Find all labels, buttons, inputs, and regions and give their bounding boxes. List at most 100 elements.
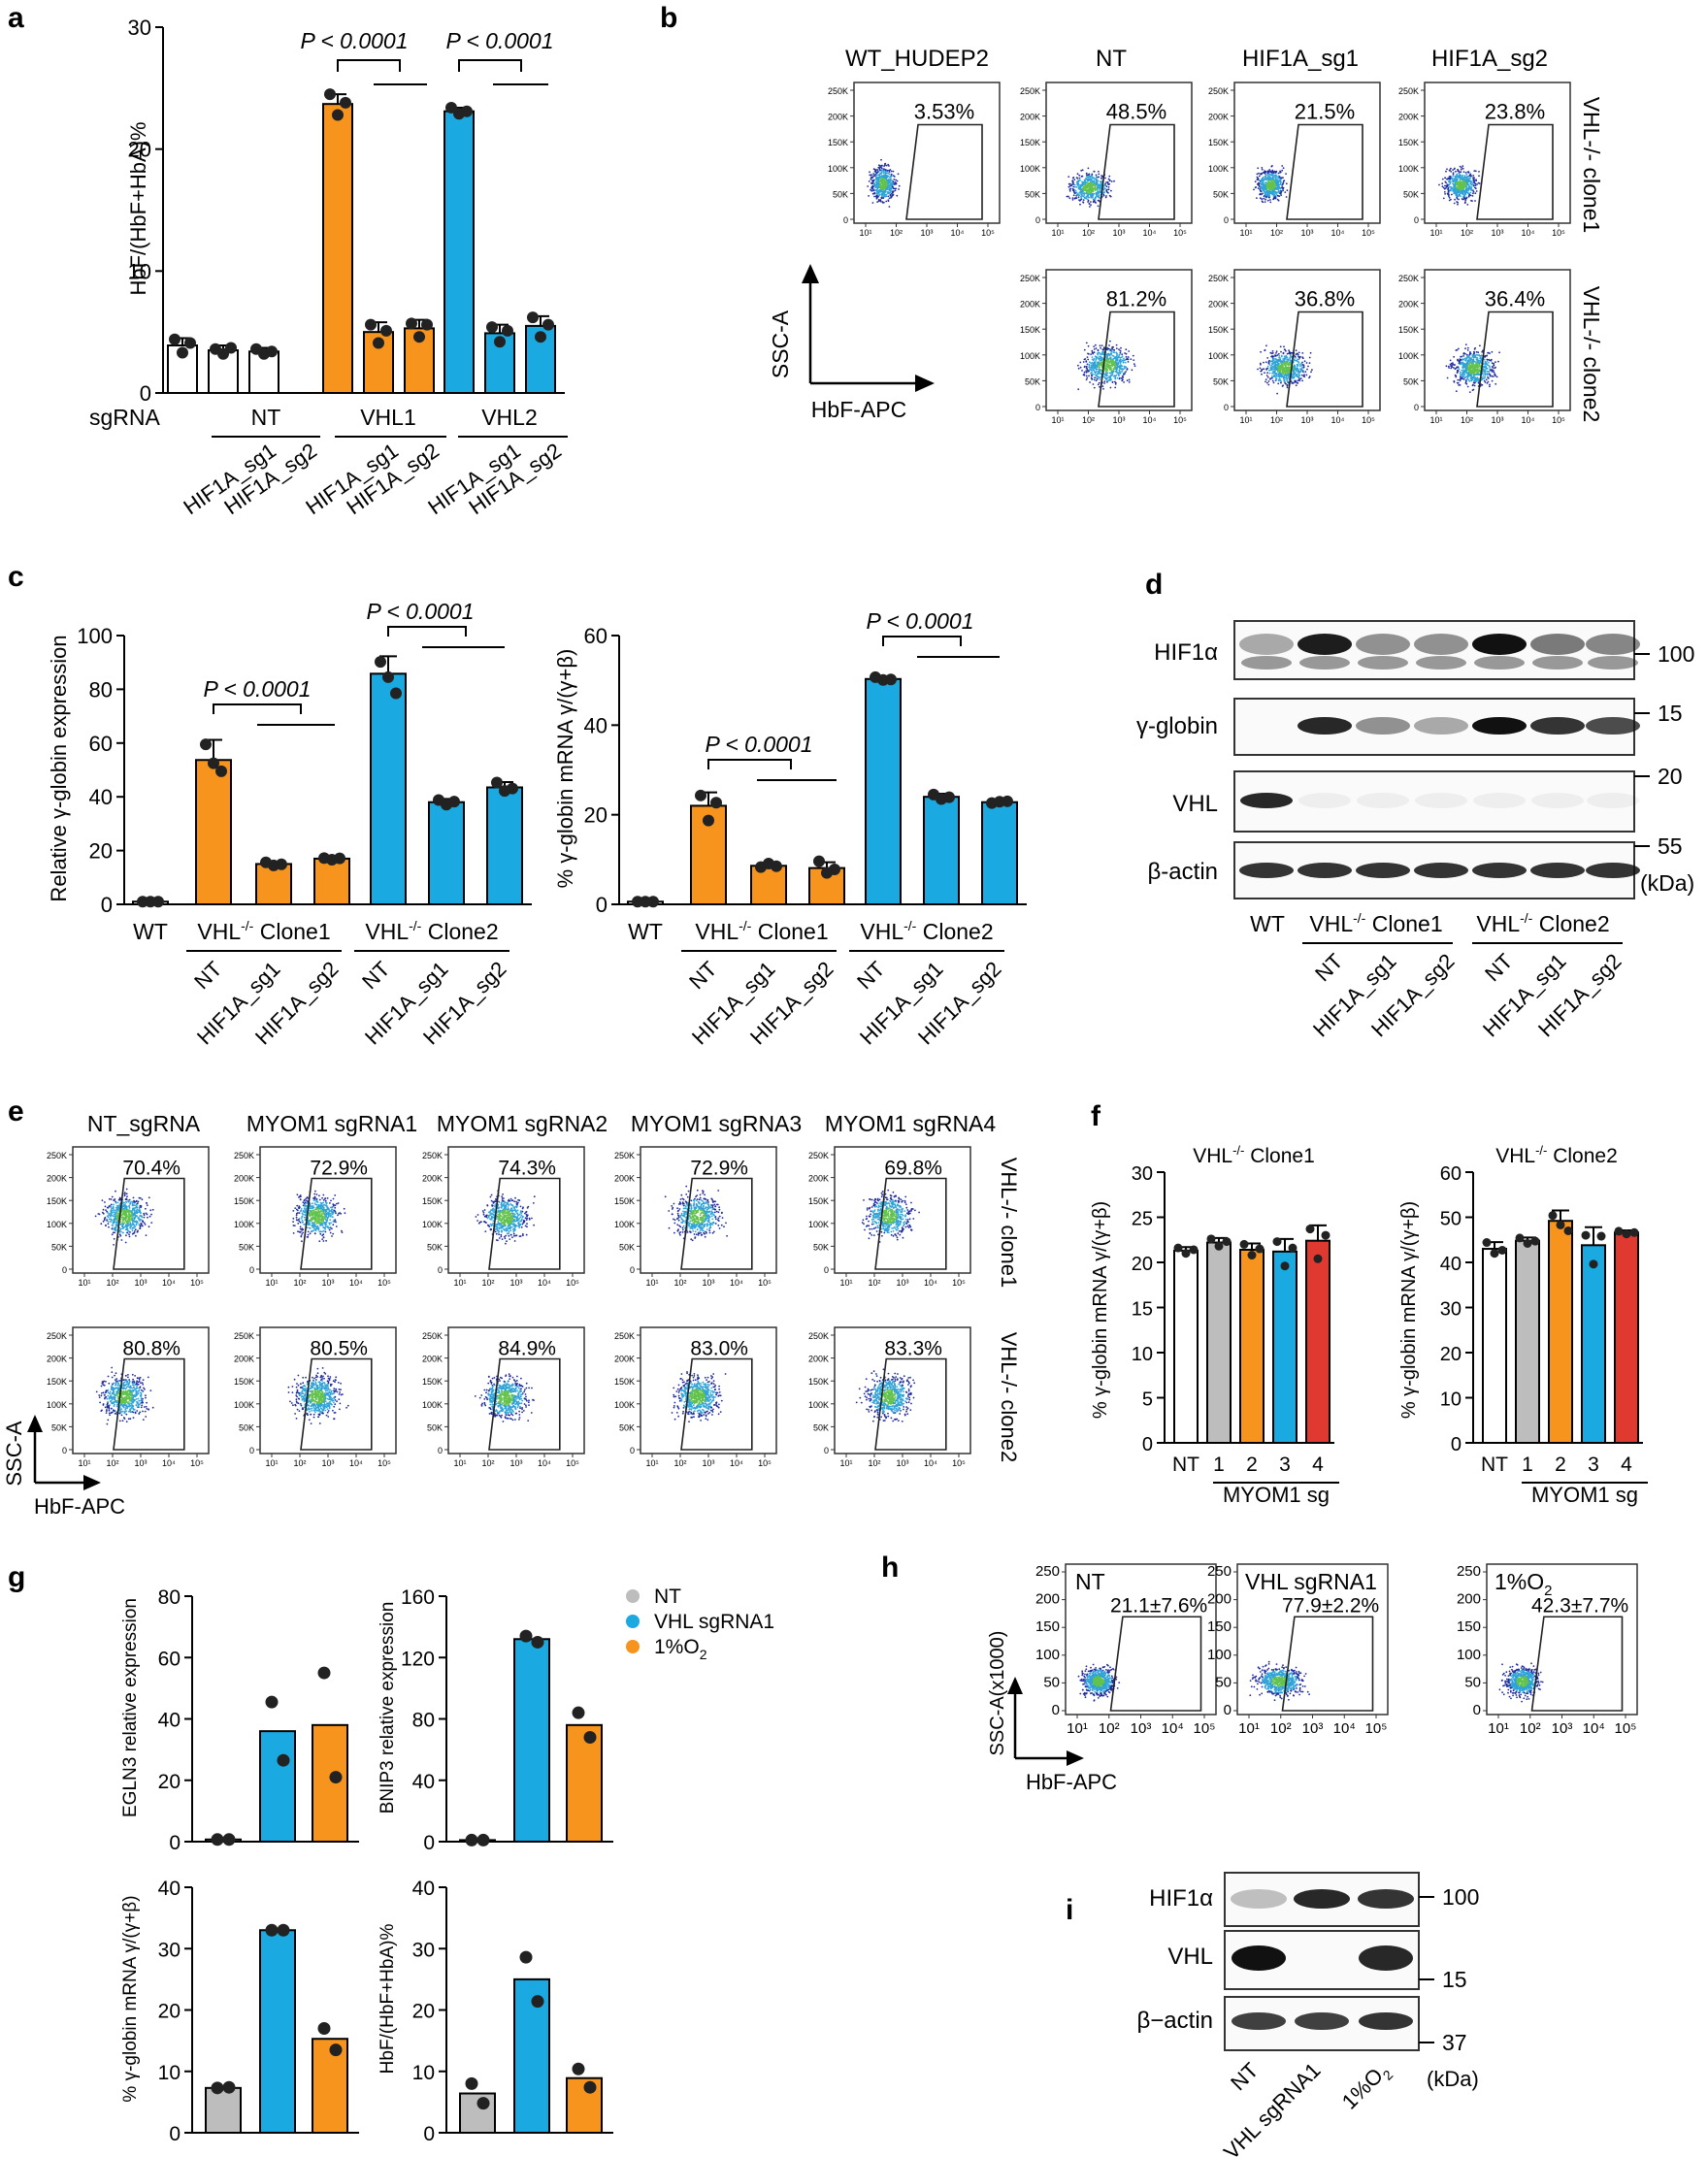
y-tick-label: 250K <box>1398 86 1419 96</box>
flow-event <box>1113 351 1116 354</box>
flow-event <box>1109 357 1112 360</box>
flow-event <box>1455 170 1457 173</box>
flow-event <box>1462 352 1465 354</box>
flow-event <box>1087 358 1090 361</box>
flow-event <box>1272 198 1275 200</box>
flow-event <box>1098 190 1100 193</box>
flow-event <box>1292 370 1295 372</box>
flow-event <box>892 180 895 183</box>
flow-event <box>1097 192 1100 195</box>
flow-event <box>1266 199 1269 202</box>
flow-event <box>1092 369 1095 371</box>
flow-event <box>1268 174 1271 176</box>
flow-event <box>1261 200 1264 203</box>
flow-event <box>1463 191 1466 194</box>
flow-event <box>1475 179 1477 181</box>
flow-event <box>1298 364 1301 366</box>
flow-event <box>1078 194 1081 197</box>
flow-event <box>1280 355 1283 358</box>
flow-event <box>1477 360 1480 362</box>
flow-event <box>1469 182 1471 185</box>
flow-event <box>1268 364 1271 366</box>
flow-event <box>1113 366 1116 368</box>
flow-event <box>1091 366 1093 369</box>
y-tick-label: 0 <box>101 893 113 917</box>
flow-event <box>1270 189 1273 192</box>
flow-event <box>1465 173 1468 176</box>
flow-event <box>1456 366 1459 369</box>
x-tick-label: 10² <box>1461 228 1473 238</box>
gate-percent: 36.8% <box>1295 287 1355 311</box>
flow-event <box>1286 360 1288 363</box>
flow-event <box>1108 182 1110 185</box>
flow-event <box>883 195 886 198</box>
flow-event <box>1466 204 1469 206</box>
flow-event <box>890 170 893 173</box>
flow-event <box>1297 355 1299 358</box>
flow-event <box>1473 179 1475 180</box>
panel-letter-a: a <box>8 2 24 34</box>
flow-event <box>1108 367 1111 370</box>
flow-event <box>1084 358 1087 360</box>
y-tick-label: 150K <box>1208 325 1229 335</box>
flow-event <box>889 169 892 171</box>
flow-event <box>1299 365 1301 368</box>
flow-event <box>1268 188 1271 191</box>
flow-event <box>892 170 895 173</box>
flow-event <box>885 169 887 171</box>
flow-event <box>893 179 896 180</box>
flow-event <box>1278 356 1280 359</box>
flow-event <box>1263 172 1265 175</box>
flow-event <box>1272 372 1275 374</box>
flow-event <box>1091 373 1093 376</box>
flow-event <box>1274 361 1276 363</box>
gate-percent: 21.5% <box>1295 100 1355 124</box>
flow-event <box>875 180 878 183</box>
flow-event <box>149 1209 152 1212</box>
flow-event <box>1109 378 1111 380</box>
flow-event <box>1264 372 1265 375</box>
x-tick-label: 10⁴ <box>951 228 965 238</box>
flow-event <box>1264 193 1266 195</box>
flow-event <box>877 199 880 201</box>
bar <box>195 759 232 905</box>
flow-event <box>1106 372 1109 374</box>
flow-event <box>880 158 882 161</box>
flow-event <box>1273 364 1276 367</box>
data-point <box>1002 795 1013 807</box>
panel-d-wt: WT <box>1250 911 1285 936</box>
flow-event <box>1124 367 1127 370</box>
band <box>1415 793 1467 808</box>
flow-event <box>1450 365 1452 368</box>
flow-event <box>1278 177 1280 180</box>
data-point <box>695 789 706 801</box>
flow-event <box>128 1233 130 1236</box>
flow-event <box>878 168 881 171</box>
flow-event <box>1106 346 1108 349</box>
flow-event <box>1090 189 1093 192</box>
flow-event <box>1457 201 1459 204</box>
flow-event <box>1127 361 1130 363</box>
flow-event <box>1493 370 1494 372</box>
flow-event <box>1121 353 1124 355</box>
flow-event <box>1274 187 1276 190</box>
flow-event <box>1469 376 1472 378</box>
panel-a-group-nt: NT <box>251 405 281 430</box>
flow-event <box>1472 192 1474 195</box>
flow-event <box>1462 165 1464 168</box>
flow-event <box>1447 365 1450 368</box>
flow-event <box>1458 368 1461 371</box>
flow-event <box>888 187 891 190</box>
flow-event <box>1081 169 1084 172</box>
band <box>1530 717 1585 735</box>
flow-event <box>1094 185 1097 188</box>
flow-event <box>1457 168 1459 171</box>
flow-event <box>133 1230 136 1232</box>
flow-event <box>1118 353 1121 356</box>
flow-event <box>1297 358 1300 361</box>
flow-event <box>870 178 872 180</box>
flow-event <box>137 1217 140 1219</box>
flow-event <box>1297 369 1299 372</box>
flow-event <box>1085 196 1087 198</box>
